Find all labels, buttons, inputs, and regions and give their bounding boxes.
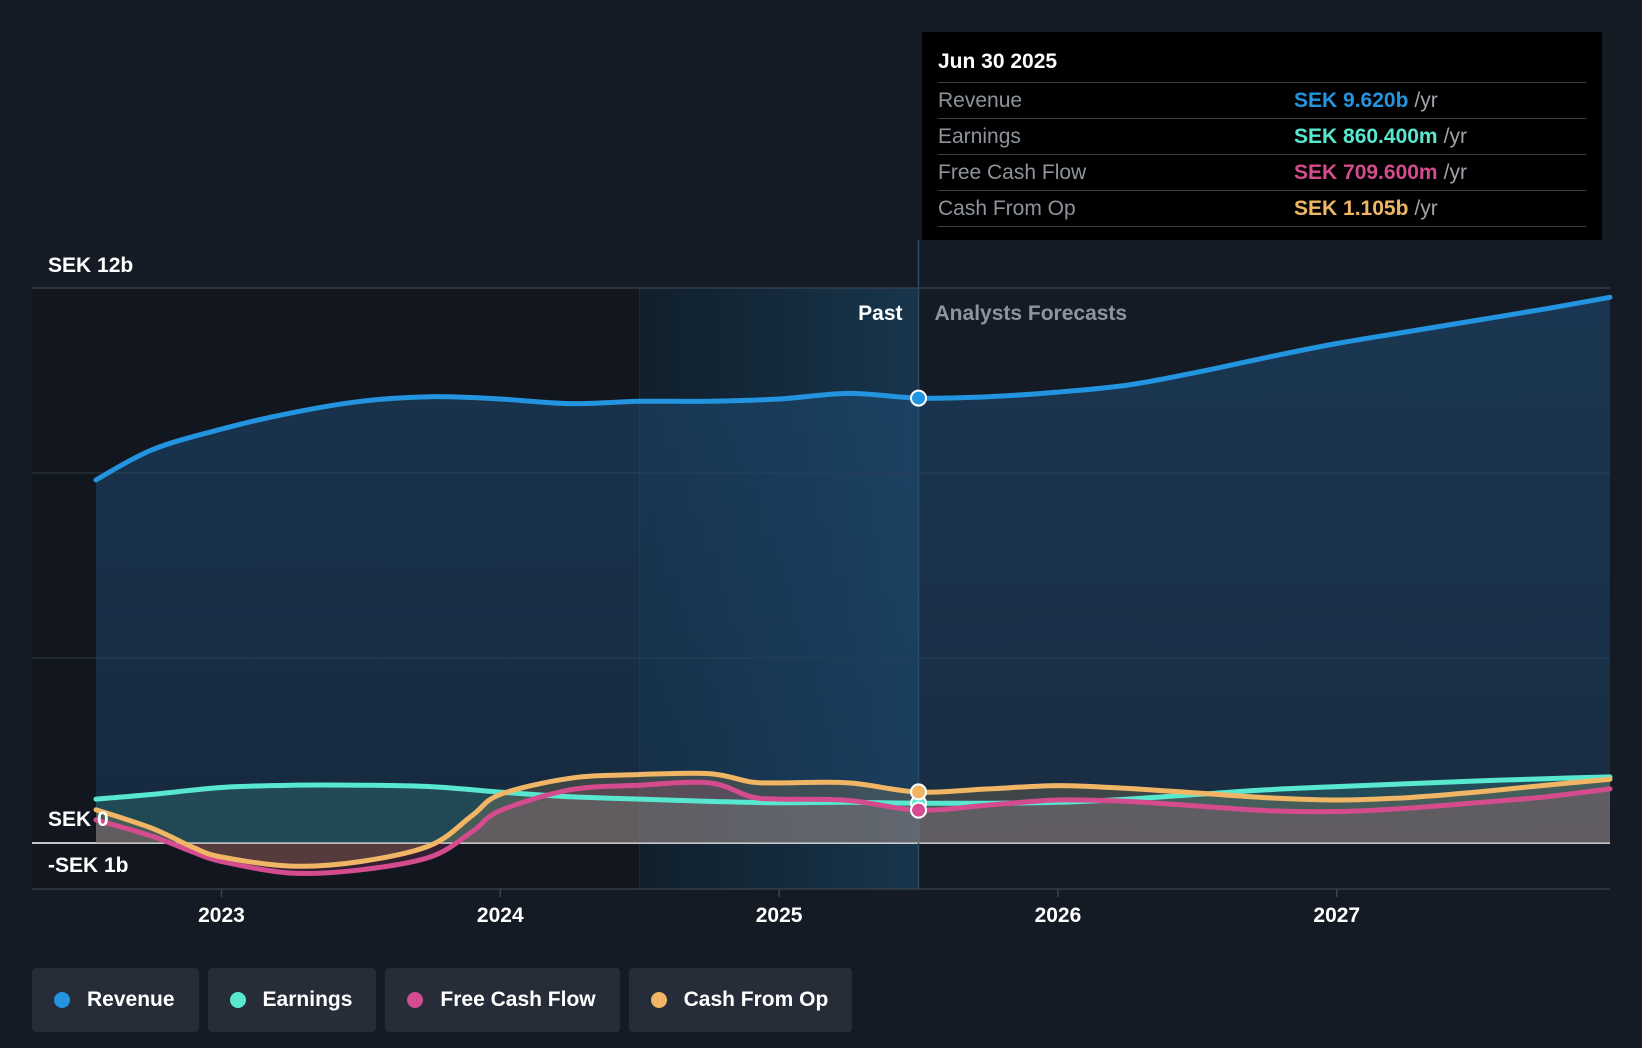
marker-free-cash-flow bbox=[910, 801, 928, 819]
tooltip-label: Cash From Op bbox=[938, 196, 1076, 220]
y-tick-label: SEK 12b bbox=[48, 254, 133, 277]
tooltip-value: SEK 709.600m bbox=[1294, 160, 1438, 184]
forecast-label: Analysts Forecasts bbox=[935, 302, 1128, 325]
tooltip-date: Jun 30 2025 bbox=[938, 50, 1058, 73]
x-tick-label: 2023 bbox=[198, 904, 245, 927]
tooltip-unit: /yr bbox=[1414, 88, 1438, 112]
legend-label: Cash From Op bbox=[683, 988, 829, 1011]
past-label: Past bbox=[858, 302, 902, 325]
tooltip-unit: /yr bbox=[1443, 124, 1467, 148]
tooltip-row-revenue: Revenue SEK 9.620b /yr bbox=[938, 82, 1586, 118]
tooltip-value: SEK 1.105b bbox=[1294, 196, 1409, 220]
legend-dot-icon bbox=[229, 992, 246, 1008]
series-line-revenue bbox=[93, 294, 1613, 483]
x-tick-label: 2024 bbox=[477, 904, 524, 927]
legend: Revenue Earnings Free Cash Flow Cash Fro… bbox=[32, 968, 853, 1032]
tooltip-label: Earnings bbox=[938, 124, 1021, 148]
x-tick-label: 2025 bbox=[756, 904, 803, 927]
legend-dot-icon bbox=[407, 992, 424, 1008]
series-line-free-cash-flow bbox=[93, 779, 1613, 877]
y-tick-label: -SEK 1b bbox=[48, 854, 129, 877]
tooltip-unit: /yr bbox=[1443, 160, 1467, 184]
y-tick-label: SEK 0 bbox=[48, 808, 109, 831]
legend-item-cash-from-op[interactable]: Cash From Op bbox=[628, 968, 853, 1032]
legend-label: Revenue bbox=[87, 988, 175, 1011]
area-revenue bbox=[96, 297, 1610, 843]
legend-label: Earnings bbox=[262, 988, 353, 1011]
tooltip-unit: /yr bbox=[1414, 196, 1438, 220]
area-free-cash-flow bbox=[96, 782, 1610, 874]
x-tick-label: 2027 bbox=[1313, 904, 1360, 927]
tooltip: Jun 30 2025 Revenue SEK 9.620b /yr Earni… bbox=[922, 32, 1602, 240]
legend-item-earnings[interactable]: Earnings bbox=[207, 968, 377, 1032]
tooltip-label: Free Cash Flow bbox=[938, 160, 1087, 184]
zero-pad bbox=[194, 843, 439, 845]
tooltip-label: Revenue bbox=[938, 88, 1023, 112]
series-line-cash-from-op bbox=[93, 770, 1613, 869]
tooltip-value: SEK 9.620b bbox=[1294, 88, 1409, 112]
tooltip-row-earnings: Earnings SEK 860.400m /yr bbox=[938, 118, 1586, 154]
tooltip-row-free-cash-flow: Free Cash Flow SEK 709.600m /yr bbox=[938, 154, 1586, 190]
marker-revenue bbox=[910, 389, 928, 407]
tooltip-value: SEK 860.400m bbox=[1294, 124, 1438, 148]
legend-dot-icon bbox=[650, 992, 667, 1008]
legend-label: Free Cash Flow bbox=[440, 988, 596, 1011]
tooltip-row-cash-from-op: Cash From Op SEK 1.105b /yr bbox=[938, 190, 1586, 227]
legend-item-free-cash-flow[interactable]: Free Cash Flow bbox=[385, 968, 620, 1032]
x-tick-label: 2026 bbox=[1035, 904, 1082, 927]
marker-cash-from-op bbox=[910, 783, 928, 801]
legend-item-revenue[interactable]: Revenue bbox=[32, 968, 199, 1032]
legend-dot-icon bbox=[54, 992, 70, 1008]
